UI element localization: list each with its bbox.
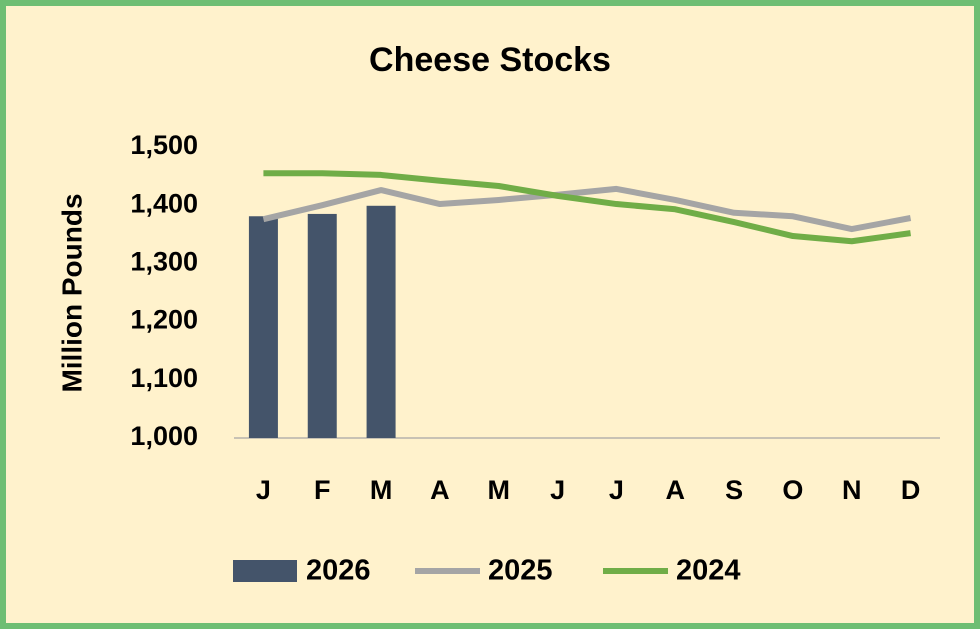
- y-tick-label: 1,100: [130, 363, 198, 393]
- y-tick-label: 1,200: [130, 305, 198, 335]
- line: [262, 185, 912, 233]
- legend-label: 2024: [676, 555, 741, 587]
- chart-title: Cheese Stocks: [369, 41, 611, 79]
- x-tick-label: F: [314, 475, 331, 505]
- x-tick-label: A: [666, 475, 686, 505]
- x-tick-label: O: [782, 475, 803, 505]
- y-tick-label: 1,400: [130, 188, 198, 218]
- x-tick-label: J: [609, 475, 624, 505]
- y-tick-label: 1,300: [130, 247, 198, 277]
- x-tick-label: S: [725, 475, 743, 505]
- legend-label: 2026: [306, 555, 371, 587]
- x-tick-label: D: [901, 475, 921, 505]
- x-tick-label: J: [256, 475, 271, 505]
- x-tick-label: J: [550, 475, 565, 505]
- x-tick-label: A: [430, 475, 450, 505]
- y-axis-label: Million Pounds: [56, 193, 87, 392]
- bar: [248, 216, 278, 438]
- x-tick-label: M: [370, 475, 393, 505]
- y-tick-label: 1,000: [130, 421, 198, 451]
- x-tick-label: M: [488, 475, 511, 505]
- legend-label: 2025: [488, 555, 553, 587]
- legend-swatch: [233, 560, 297, 582]
- bar: [366, 205, 396, 438]
- x-tick-label: N: [842, 475, 862, 505]
- line: [263, 170, 911, 245]
- y-tick-label: 1,500: [130, 130, 198, 160]
- bar: [307, 213, 337, 438]
